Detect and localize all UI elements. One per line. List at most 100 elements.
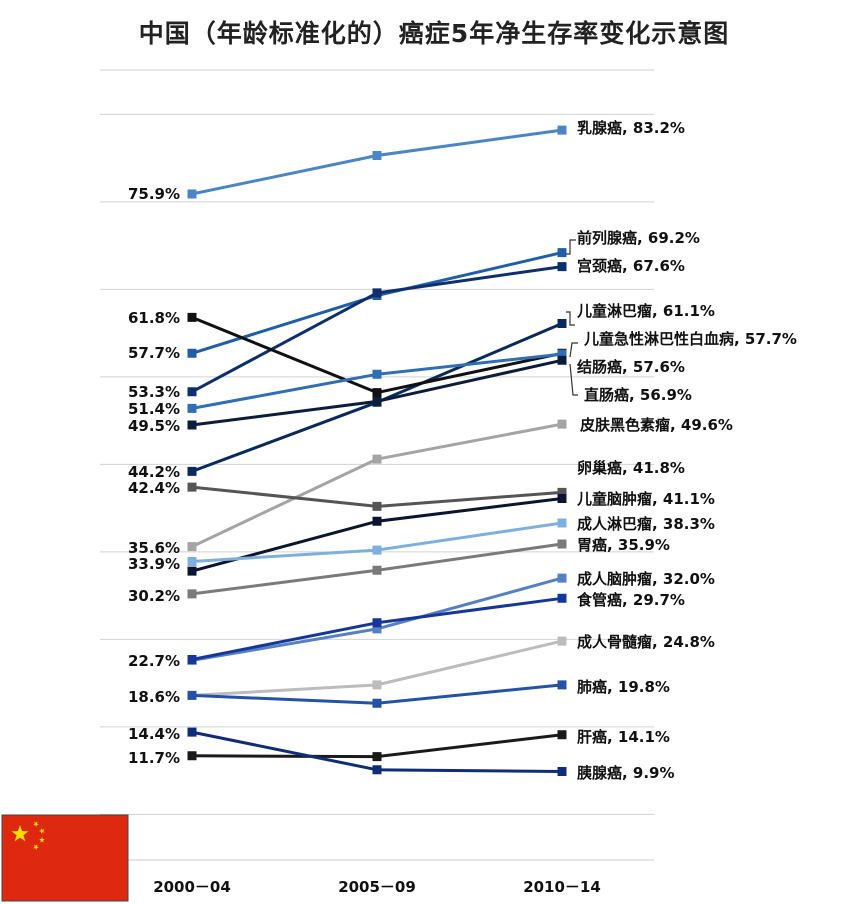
- data-point: [372, 765, 382, 775]
- data-point: [187, 420, 197, 430]
- data-point: [187, 189, 197, 199]
- end-value-label: 肺癌, 19.8%: [577, 678, 670, 696]
- x-tick-label: 2000－04: [153, 878, 231, 896]
- start-value-label: 57.7%: [128, 344, 180, 362]
- data-point: [372, 396, 382, 406]
- series-15: [187, 680, 567, 708]
- china-flag-icon: [1, 814, 129, 902]
- data-point: [557, 730, 567, 740]
- data-point: [187, 403, 197, 413]
- end-value-label: 成人淋巴瘤, 38.3%: [577, 515, 715, 533]
- series-17: [187, 727, 567, 776]
- star-icon: [39, 828, 45, 834]
- series-10: [187, 518, 567, 566]
- series-line: [191, 128, 563, 196]
- data-point: [187, 727, 197, 737]
- star-icon: [33, 821, 39, 827]
- data-point: [557, 419, 567, 429]
- star-icon: [33, 844, 39, 850]
- data-point: [372, 618, 382, 628]
- end-value-label: 直肠癌, 56.9%: [584, 386, 692, 404]
- start-value-label: 51.4%: [128, 400, 180, 418]
- start-value-label: 14.4%: [128, 725, 180, 743]
- data-point: [372, 698, 382, 708]
- data-point: [187, 751, 197, 761]
- series-8: [187, 482, 567, 511]
- end-value-label: 成人骨髓瘤, 24.8%: [577, 633, 715, 651]
- end-value-label: 结肠癌, 57.6%: [577, 358, 685, 376]
- data-point: [372, 369, 382, 379]
- series-6: [187, 355, 567, 430]
- data-point: [557, 518, 567, 528]
- end-value-label: 皮肤黑色素瘤, 49.6%: [580, 416, 733, 434]
- data-point: [557, 494, 567, 503]
- end-value-label: 食管癌, 29.7%: [577, 591, 685, 609]
- end-value-label: 儿童急性淋巴性白血病, 57.7%: [583, 330, 797, 348]
- data-point: [557, 636, 567, 646]
- data-point: [372, 501, 382, 511]
- data-point: [187, 566, 197, 576]
- data-point: [372, 288, 382, 298]
- data-point: [557, 487, 567, 497]
- end-value-label: 儿童淋巴瘤, 61.1%: [576, 302, 715, 320]
- start-value-label: 11.7%: [128, 749, 180, 767]
- leader-line: [569, 342, 578, 358]
- series-11: [187, 539, 567, 599]
- series-line: [191, 422, 563, 548]
- data-point: [372, 680, 382, 690]
- data-point: [187, 482, 197, 492]
- data-point: [187, 466, 197, 476]
- data-point: [187, 589, 197, 599]
- data-point: [187, 542, 197, 552]
- start-value-label: 61.8%: [128, 309, 180, 327]
- leader-line: [566, 239, 576, 255]
- series-layer: [187, 125, 567, 776]
- star-icon: [11, 825, 29, 842]
- end-value-label: 肝癌, 14.1%: [577, 728, 670, 746]
- chart-title: 中国（年龄标准化的）癌症5年净生存率变化示意图: [138, 19, 730, 48]
- end-value-label: 成人脑肿瘤, 32.0%: [577, 570, 715, 588]
- leader-line: [569, 363, 578, 396]
- series-13: [187, 593, 567, 664]
- data-point: [187, 690, 197, 700]
- flag-field: [1, 814, 129, 902]
- end-value-label: 乳腺癌, 83.2%: [577, 119, 685, 137]
- data-point: [187, 348, 197, 358]
- end-value-label: 前列腺癌, 69.2%: [577, 229, 700, 247]
- grid-layer: [100, 69, 654, 861]
- series-2: [187, 262, 567, 397]
- series-16: [187, 730, 567, 762]
- series-line: [191, 251, 563, 355]
- data-point: [187, 557, 197, 566]
- start-value-label: 49.5%: [128, 417, 180, 435]
- star-icon: [39, 837, 45, 843]
- start-value-label: 53.3%: [128, 383, 180, 401]
- start-value-label: 42.4%: [128, 479, 180, 497]
- data-point: [372, 454, 382, 464]
- data-point: [557, 319, 567, 328]
- data-point: [187, 387, 197, 397]
- label-layer: 75.9% 乳腺癌, 83.2% 57.7% 前列腺癌, 69.2% 53.3% 宫颈癌,…: [128, 119, 797, 782]
- start-value-label: 44.2%: [128, 463, 180, 481]
- data-point: [557, 262, 567, 272]
- data-point: [557, 767, 567, 776]
- data-point: [372, 752, 382, 762]
- data-point: [557, 349, 567, 359]
- data-point: [187, 312, 197, 322]
- end-value-label: 胰腺癌, 9.9%: [577, 764, 675, 782]
- leader-line: [566, 311, 575, 326]
- end-value-label: 卵巢癌, 41.8%: [577, 459, 685, 477]
- data-point: [372, 545, 382, 555]
- series-5: [187, 349, 567, 413]
- start-value-label: 30.2%: [128, 587, 180, 605]
- data-point: [557, 573, 567, 583]
- data-point: [557, 248, 567, 258]
- end-value-label: 宫颈癌, 67.6%: [577, 257, 685, 275]
- data-point: [557, 680, 567, 690]
- series-0: [187, 125, 567, 199]
- data-point: [187, 655, 197, 664]
- start-value-label: 33.9%: [128, 555, 180, 573]
- start-value-label: 22.7%: [128, 652, 180, 670]
- start-value-label: 75.9%: [128, 185, 180, 203]
